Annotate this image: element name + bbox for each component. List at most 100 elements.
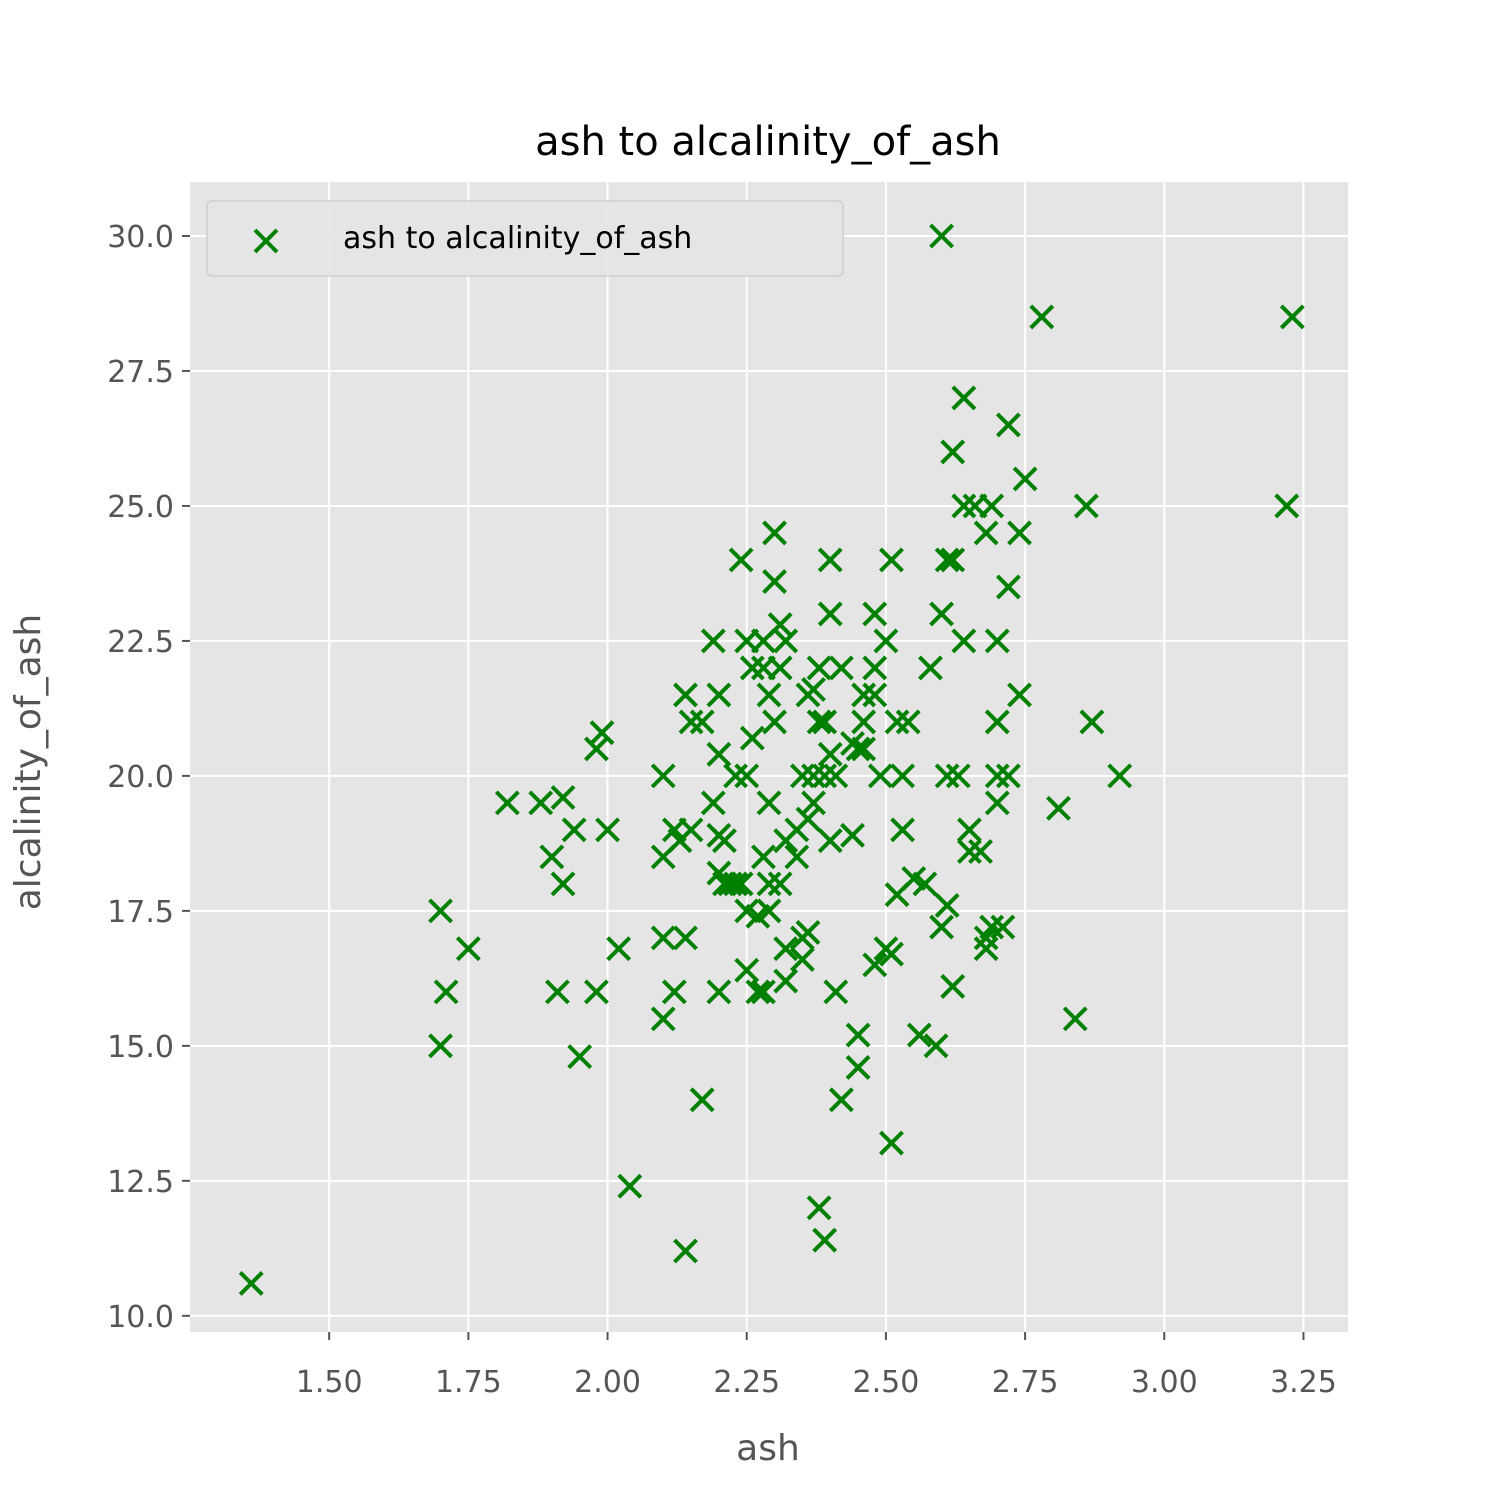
data-point [806, 655, 832, 681]
data-point [984, 628, 1010, 654]
y-axis-label: alcalinity_of_ash [8, 614, 49, 911]
data-point [734, 957, 760, 983]
data-point [528, 790, 554, 816]
data-point [1279, 304, 1305, 330]
data-point [650, 1006, 676, 1032]
data-point [767, 655, 793, 681]
data-point [934, 893, 960, 918]
data-point [984, 709, 1010, 735]
data-point [756, 871, 782, 897]
data-point [801, 763, 826, 789]
y-tick-label: 10.0 [107, 1300, 174, 1335]
data-point [728, 547, 754, 573]
data-point [984, 790, 1010, 816]
data-point [762, 520, 787, 546]
x-axis-ticks: 1.50 1.75 2.00 2.25 2.50 2.75 3.00 3.25 [296, 1332, 1337, 1400]
data-point [700, 628, 726, 654]
data-point [706, 741, 732, 767]
data-point [712, 828, 737, 854]
data-point [995, 574, 1021, 600]
data-point [879, 941, 904, 967]
data-point [1079, 709, 1105, 735]
data-point [890, 817, 916, 843]
data-point [995, 763, 1021, 789]
data-point [851, 736, 877, 762]
data-point [979, 493, 1005, 519]
data-point [940, 974, 966, 999]
data-point [879, 1130, 904, 1156]
data-point [756, 790, 782, 816]
grid-lines [190, 182, 1348, 1332]
data-point [773, 628, 799, 654]
data-point [912, 871, 938, 897]
x-tick-label: 2.00 [574, 1365, 641, 1400]
data-point [1007, 682, 1032, 708]
y-tick-label: 27.5 [107, 355, 174, 390]
x-tick-label: 2.75 [992, 1365, 1059, 1400]
data-point [929, 914, 955, 940]
data-point [906, 1022, 932, 1048]
data-point [862, 601, 888, 627]
data-point [717, 871, 743, 897]
x-axis-label: ash [736, 1428, 800, 1469]
y-tick-label: 15.0 [107, 1030, 174, 1065]
data-point [673, 925, 698, 951]
y-tick-label: 17.5 [107, 895, 174, 930]
data-point [606, 936, 632, 962]
data-point [773, 936, 799, 962]
data-point [812, 1227, 838, 1253]
data-point [845, 1055, 871, 1080]
data-point [689, 709, 715, 735]
data-point [494, 790, 520, 816]
legend: ash to alcalinity_of_ash [206, 200, 844, 277]
y-tick-label: 20.0 [107, 760, 174, 795]
data-point [929, 223, 955, 249]
legend-marker [253, 228, 279, 254]
data-point [745, 979, 771, 1005]
data-point [1062, 1006, 1088, 1032]
data-point [589, 720, 615, 746]
scatter-points [238, 223, 1305, 1296]
data-point [650, 763, 676, 789]
data-point [789, 763, 815, 789]
data-point [550, 871, 576, 897]
data-point [795, 806, 821, 832]
data-point [823, 979, 849, 1005]
data-point [951, 493, 977, 519]
data-point [545, 979, 570, 1005]
data-point [673, 682, 698, 708]
data-point [840, 822, 865, 848]
data-point [884, 882, 910, 908]
data-point [812, 709, 838, 735]
data-point [929, 601, 955, 627]
x-tick-label: 2.25 [713, 1365, 780, 1400]
data-point [828, 1087, 854, 1113]
data-point [550, 785, 576, 810]
data-point [940, 547, 966, 573]
data-point [845, 1022, 871, 1048]
data-point [1274, 493, 1300, 519]
data-point [940, 439, 966, 465]
data-point [817, 601, 843, 627]
data-point [784, 844, 810, 870]
data-point [650, 925, 676, 951]
y-tick-label: 30.0 [107, 220, 174, 255]
data-point [650, 844, 676, 870]
x-tick-label: 3.00 [1131, 1365, 1198, 1400]
data-point [828, 655, 854, 681]
data-point [773, 968, 799, 994]
data-point [923, 1033, 949, 1059]
legend-box [206, 200, 844, 277]
data-point [973, 936, 999, 962]
plot-area [190, 182, 1348, 1332]
data-point [918, 655, 943, 681]
data-point [428, 1033, 453, 1059]
legend-label: ash to alcalinity_of_ash [343, 221, 692, 256]
data-point [851, 709, 877, 735]
data-point [751, 844, 776, 870]
data-point [934, 547, 960, 573]
data-point [734, 763, 760, 789]
y-tick-label: 12.5 [107, 1165, 174, 1200]
data-point [957, 817, 982, 843]
data-point [990, 914, 1016, 940]
